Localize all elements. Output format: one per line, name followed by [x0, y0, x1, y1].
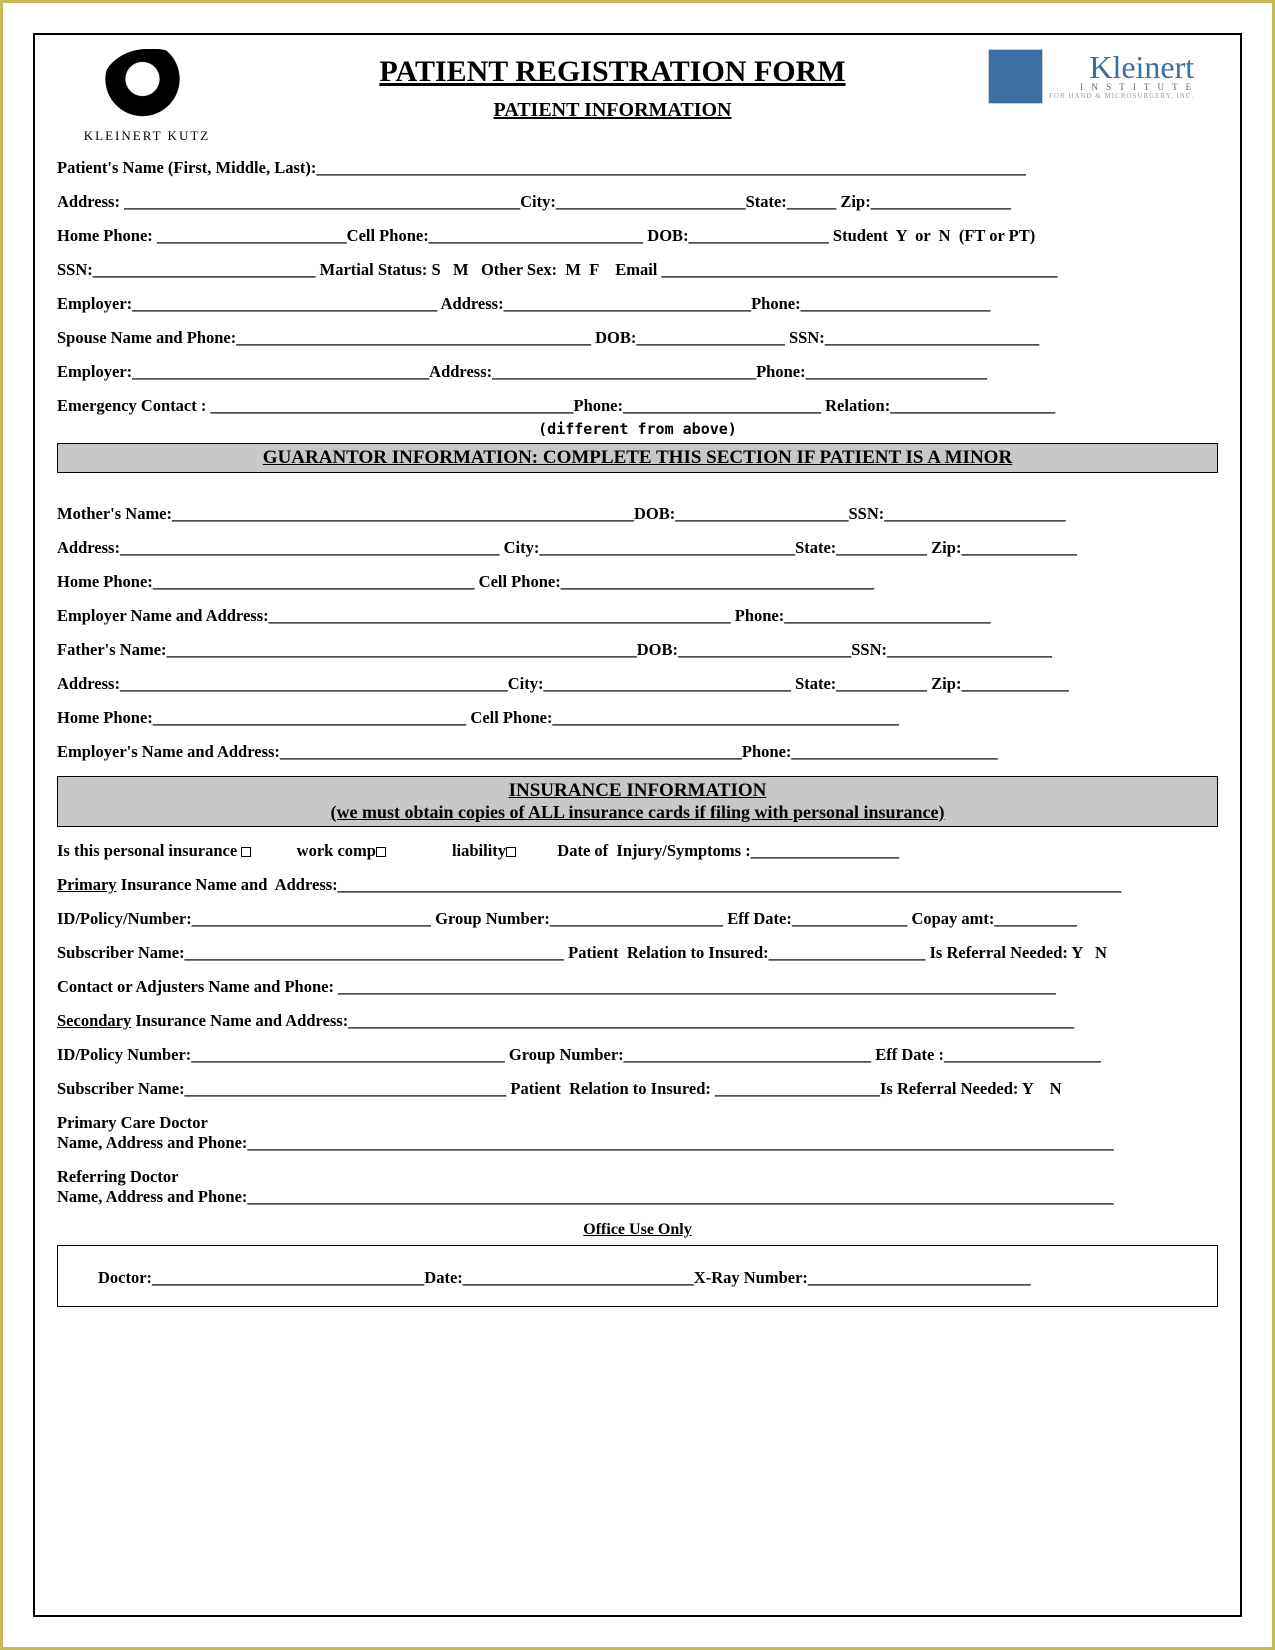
kleinert-hands-icon: [988, 49, 1043, 104]
guarantor-banner: GUARANTOR INFORMATION: COMPLETE THIS SEC…: [57, 443, 1218, 473]
kleinert-sub: I N S T I T U T E: [1049, 82, 1194, 92]
logo-right: Kleinert I N S T I T U T E FOR HAND & MI…: [988, 49, 1218, 104]
primary-care-doctor-label: Primary Care Doctor: [57, 1113, 1218, 1133]
secondary-id-field[interactable]: ID/Policy Number:_______________________…: [57, 1045, 1218, 1065]
logo-left-text: KLEINERT KUTZ: [57, 128, 237, 144]
mother-name-field[interactable]: Mother's Name:__________________________…: [57, 504, 1218, 524]
kleinert-sub2: FOR HAND & MICROSURGERY, INC.: [1049, 92, 1194, 100]
workcomp-checkbox[interactable]: [376, 847, 386, 857]
kleinert-name: Kleinert: [1049, 53, 1194, 82]
father-address-field[interactable]: Address:________________________________…: [57, 674, 1218, 694]
liability-checkbox[interactable]: [506, 847, 516, 857]
insurance-banner: INSURANCE INFORMATION (we must obtain co…: [57, 776, 1218, 827]
patient-spouse-employer-field[interactable]: Employer:_______________________________…: [57, 362, 1218, 382]
referring-doctor-field[interactable]: Name, Address and Phone:________________…: [57, 1187, 1218, 1207]
patient-ssn-field[interactable]: SSN:___________________________ Martial …: [57, 260, 1218, 280]
mother-employer-field[interactable]: Employer Name and Address:______________…: [57, 606, 1218, 626]
form-container: KLEINERT KUTZ PATIENT REGISTRATION FORM …: [33, 33, 1242, 1617]
center-titles: PATIENT REGISTRATION FORM PATIENT INFORM…: [237, 49, 988, 122]
office-use-box[interactable]: Doctor:_________________________________…: [57, 1245, 1218, 1307]
header: KLEINERT KUTZ PATIENT REGISTRATION FORM …: [57, 49, 1218, 144]
primary-insurance-field[interactable]: Primary Insurance Name and Address:_____…: [57, 875, 1218, 895]
father-phone-field[interactable]: Home Phone:_____________________________…: [57, 708, 1218, 728]
patient-spouse-field[interactable]: Spouse Name and Phone:__________________…: [57, 328, 1218, 348]
main-title: PATIENT REGISTRATION FORM: [237, 55, 988, 89]
patient-phone-field[interactable]: Home Phone: _______________________Cell …: [57, 226, 1218, 246]
primary-care-doctor-field[interactable]: Name, Address and Phone:________________…: [57, 1133, 1218, 1153]
personal-checkbox[interactable]: [241, 847, 251, 857]
kleinert-institute-logo: Kleinert I N S T I T U T E FOR HAND & MI…: [988, 49, 1218, 104]
kleinert-kutz-globe-icon: [102, 49, 192, 124]
guarantor-banner-text: GUARANTOR INFORMATION: COMPLETE THIS SEC…: [263, 447, 1012, 468]
patient-address-field[interactable]: Address: _______________________________…: [57, 192, 1218, 212]
secondary-subscriber-field[interactable]: Subscriber Name:________________________…: [57, 1079, 1218, 1099]
patient-employer-field[interactable]: Employer:_______________________________…: [57, 294, 1218, 314]
mother-address-field[interactable]: Address:________________________________…: [57, 538, 1218, 558]
office-use-only-label: Office Use Only: [57, 1221, 1218, 1239]
patient-emergency-field[interactable]: Emergency Contact : ____________________…: [57, 396, 1218, 416]
insurance-banner-sub: (we must obtain copies of ALL insurance …: [58, 802, 1217, 823]
logo-left: KLEINERT KUTZ: [57, 49, 237, 144]
secondary-insurance-field[interactable]: Secondary Insurance Name and Address:___…: [57, 1011, 1218, 1031]
father-employer-field[interactable]: Employer's Name and Address:____________…: [57, 742, 1218, 762]
different-from-above-note: (different from above): [57, 420, 1218, 438]
insurance-banner-title: INSURANCE INFORMATION: [58, 780, 1217, 802]
sub-title: PATIENT INFORMATION: [237, 99, 988, 122]
mother-phone-field[interactable]: Home Phone:_____________________________…: [57, 572, 1218, 592]
referring-doctor-label: Referring Doctor: [57, 1167, 1218, 1187]
insurance-type-question[interactable]: Is this personal insurance work comp lia…: [57, 841, 1218, 861]
father-name-field[interactable]: Father's Name:__________________________…: [57, 640, 1218, 660]
adjuster-contact-field[interactable]: Contact or Adjusters Name and Phone: ___…: [57, 977, 1218, 997]
patient-name-field[interactable]: Patient's Name (First, Middle, Last):___…: [57, 158, 1218, 178]
primary-subscriber-field[interactable]: Subscriber Name:________________________…: [57, 943, 1218, 963]
primary-id-field[interactable]: ID/Policy/Number:_______________________…: [57, 909, 1218, 929]
